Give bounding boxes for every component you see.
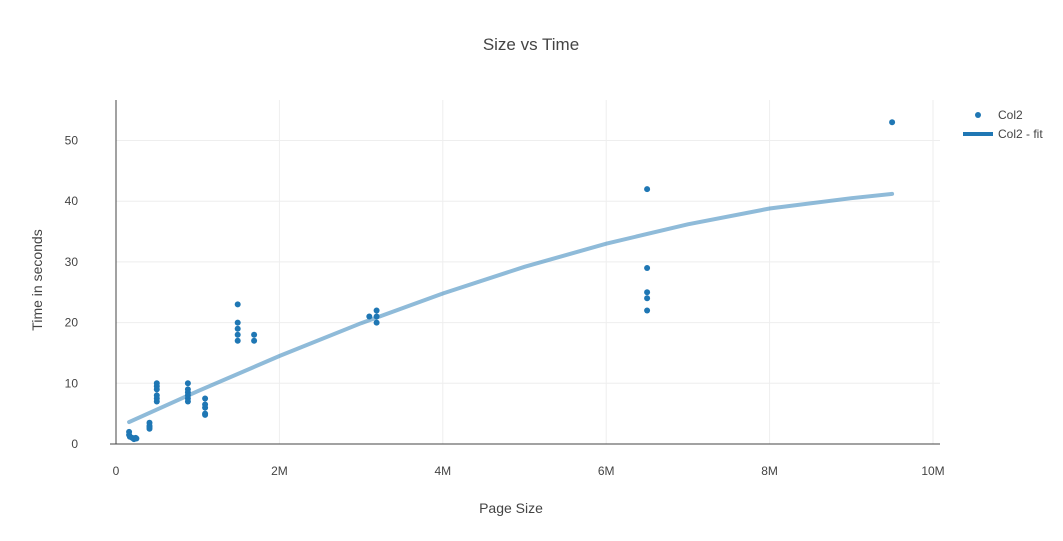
- series-layer: [126, 119, 896, 443]
- data-point: [153, 386, 160, 393]
- data-point: [234, 337, 241, 344]
- x-tick-label: 0: [113, 464, 120, 478]
- y-tick-label: 50: [65, 134, 79, 148]
- data-point: [644, 307, 651, 314]
- data-point: [251, 331, 258, 338]
- legend-label[interactable]: Col2: [998, 108, 1023, 122]
- y-axis-title: Time in seconds: [29, 229, 45, 330]
- data-point: [202, 411, 209, 418]
- y-tick-label: 0: [71, 437, 78, 451]
- legend[interactable]: Col2 Col2 - fit: [963, 108, 1043, 141]
- y-tick-label: 20: [65, 316, 79, 330]
- data-point: [234, 319, 241, 326]
- data-point: [234, 331, 241, 338]
- y-tick-label: 40: [65, 194, 79, 208]
- y-tick-label: 10: [65, 376, 79, 390]
- tick-labels: 0 2M 4M 6M 8M 10M 0 10 20 30 40 50: [65, 134, 945, 479]
- x-tick-label: 10M: [921, 464, 944, 478]
- grid: [116, 100, 940, 444]
- data-point: [644, 289, 651, 296]
- data-point: [373, 319, 380, 326]
- data-point: [184, 380, 191, 387]
- chart-title: Size vs Time: [483, 35, 579, 54]
- data-point: [146, 425, 153, 432]
- x-tick-label: 6M: [598, 464, 615, 478]
- legend-marker-icon: [975, 112, 981, 118]
- x-tick-label: 2M: [271, 464, 288, 478]
- axes: [110, 100, 940, 445]
- data-point: [644, 186, 651, 193]
- data-point: [234, 301, 241, 308]
- data-point: [202, 404, 209, 411]
- legend-label[interactable]: Col2 - fit: [998, 127, 1043, 141]
- fit-line: [127, 191, 895, 425]
- data-point: [251, 337, 258, 344]
- x-axis-title: Page Size: [479, 500, 543, 516]
- data-point: [234, 325, 241, 332]
- data-point: [644, 295, 651, 302]
- data-point: [133, 435, 140, 442]
- x-tick-label: 8M: [761, 464, 778, 478]
- data-point: [184, 398, 191, 405]
- data-point: [373, 307, 380, 314]
- y-tick-label: 30: [65, 255, 79, 269]
- data-point: [644, 265, 651, 271]
- data-point: [889, 119, 896, 126]
- data-point: [153, 398, 160, 405]
- x-tick-label: 4M: [434, 464, 451, 478]
- data-point: [202, 395, 209, 402]
